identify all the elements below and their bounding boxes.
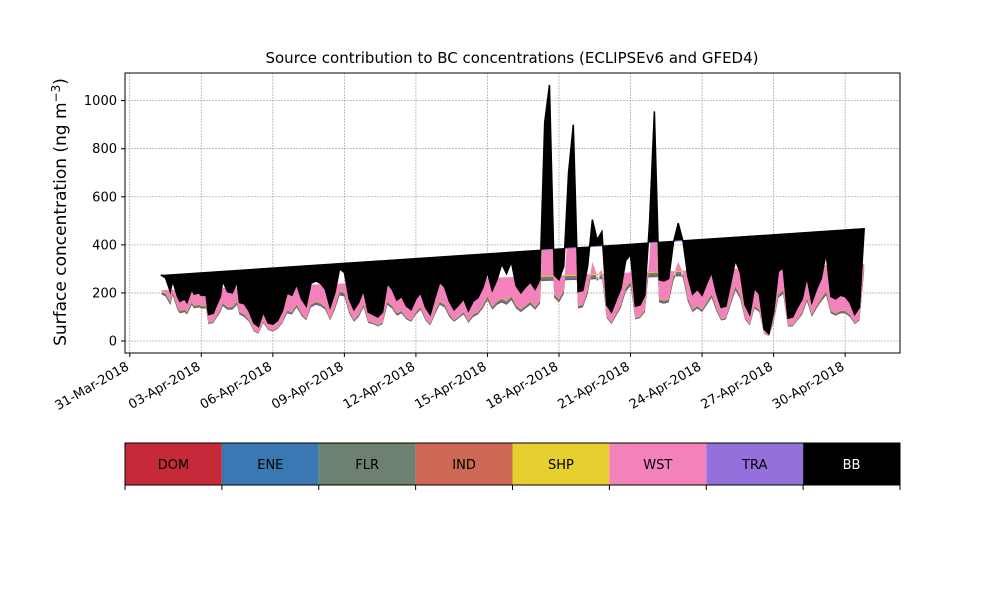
- chart-title: Source contribution to BC concentrations…: [265, 49, 758, 67]
- y-tick-label: 0: [109, 334, 117, 349]
- x-tick-label: 03-Apr-2018: [126, 359, 203, 412]
- y-tick-label: 400: [92, 238, 117, 253]
- x-tick-label: 30-Apr-2018: [770, 359, 847, 412]
- legend-label-bb: BB: [843, 458, 861, 473]
- x-tick-label: 12-Apr-2018: [341, 359, 418, 412]
- y-tick-label: 1000: [84, 94, 117, 109]
- legend-label-flr: FLR: [355, 458, 379, 473]
- y-axis-ticks: 0 200 400 600 800 1000: [84, 94, 125, 349]
- x-tick-label: 31-Mar-2018: [53, 359, 132, 413]
- legend-swatch-wst: [609, 443, 707, 485]
- x-tick-label: 18-Apr-2018: [484, 359, 561, 412]
- y-axis-label-main: Surface concentration (ng m: [51, 102, 71, 345]
- legend-swatch-shp: [512, 443, 610, 485]
- y-tick-label: 200: [92, 286, 117, 301]
- legend-swatch-tra: [706, 443, 804, 485]
- stacked-areas: [160, 85, 865, 337]
- x-tick-label: 24-Apr-2018: [627, 359, 704, 412]
- x-tick-label: 15-Apr-2018: [412, 359, 489, 412]
- plot-frame: [124, 72, 901, 354]
- legend-label-dom: DOM: [158, 458, 189, 473]
- total-line-group: [160, 84, 865, 336]
- area-bb: [160, 85, 865, 334]
- x-tick-label: 27-Apr-2018: [698, 359, 775, 412]
- y-axis-label-close: ): [51, 78, 71, 85]
- x-tick-label: 06-Apr-2018: [198, 359, 275, 412]
- legend-swatch-ind: [415, 443, 513, 485]
- legend-label-wst: WST: [643, 458, 672, 473]
- legend-label-ene: ENE: [257, 458, 283, 473]
- total-line: [160, 84, 865, 336]
- legend-label-ind: IND: [452, 458, 476, 473]
- legend-label-shp: SHP: [548, 458, 574, 473]
- legend-swatch-bb: [803, 443, 900, 485]
- y-axis-label-exponent: −3: [49, 85, 63, 103]
- y-tick-label: 600: [92, 190, 117, 205]
- area-wst: [160, 158, 865, 336]
- legend-colorbar: DOM ENE FLR IND SHP WST TRA BB: [124, 442, 901, 490]
- legend-swatch-ene: [221, 443, 319, 485]
- legend-swatch-flr: [318, 443, 416, 485]
- y-axis-label: Surface concentration (ng m−3): [49, 78, 71, 346]
- legend-label-tra: TRA: [741, 458, 767, 473]
- x-tick-label: 09-Apr-2018: [269, 359, 346, 412]
- x-axis-ticks: 31-Mar-201803-Apr-201806-Apr-201809-Apr-…: [53, 353, 847, 414]
- y-tick-label: 800: [92, 142, 117, 157]
- x-tick-label: 21-Apr-2018: [555, 359, 632, 412]
- legend-swatch-dom: [125, 443, 222, 485]
